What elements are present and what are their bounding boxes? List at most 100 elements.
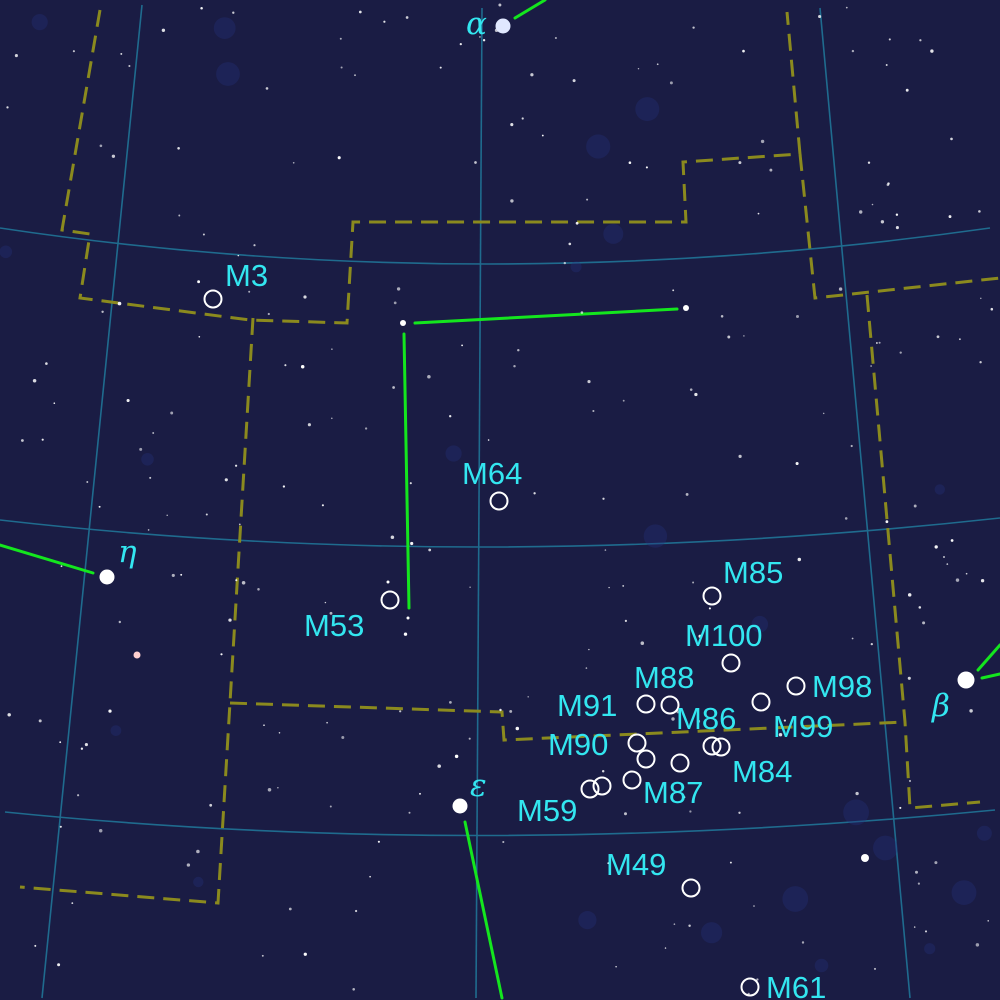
faint-star [202, 233, 205, 236]
m88-label: M88 [634, 660, 694, 695]
faint-star [685, 492, 689, 496]
faint-star [521, 117, 524, 120]
faint-star [607, 862, 610, 865]
faint-star [261, 954, 264, 957]
faint-star [575, 221, 579, 225]
m85-marker [702, 586, 722, 606]
star-alpha [495, 18, 511, 34]
faint-star [197, 280, 201, 284]
faint-star [946, 563, 949, 565]
faint-star [111, 154, 116, 158]
faint-star [86, 481, 89, 483]
faint-star [965, 572, 968, 575]
faint-star [795, 461, 799, 466]
faint-star [915, 870, 918, 874]
faint-star [354, 909, 358, 913]
star [683, 305, 689, 311]
faint-star [930, 49, 934, 53]
faint-star [895, 213, 899, 216]
faint-star [688, 924, 691, 928]
faint-star [7, 713, 11, 717]
faint-galaxy-glow [782, 886, 809, 912]
faint-star [509, 709, 513, 713]
faint-star [396, 287, 401, 291]
faint-star [554, 36, 557, 40]
faint-star [108, 709, 112, 713]
faint-star [405, 16, 409, 19]
faint-star [171, 573, 175, 577]
faint-star [888, 38, 891, 41]
faint-star [871, 203, 874, 206]
faint-galaxy-glow [213, 17, 236, 39]
faint-star [369, 875, 371, 878]
m90-marker [627, 733, 647, 753]
faint-star [147, 529, 150, 531]
asterism-line [980, 672, 1000, 680]
star-epsilon [452, 798, 468, 814]
background-stars [0, 3, 994, 996]
faint-star [980, 297, 982, 300]
faint-star [586, 198, 589, 201]
faint-star [45, 362, 48, 365]
faint-star [265, 87, 269, 90]
faint-star [98, 828, 103, 833]
faint-star [778, 732, 783, 737]
faint-star [383, 20, 386, 23]
faint-star [533, 492, 536, 495]
faint-galaxy-glow [976, 825, 992, 841]
faint-star [588, 648, 590, 651]
faint-star [152, 432, 155, 434]
boundary-line [865, 294, 981, 810]
faint-star [329, 611, 333, 615]
faint-star [166, 514, 168, 517]
faint-star [461, 344, 464, 347]
m99-label: M99 [773, 709, 833, 744]
m49-marker [681, 878, 701, 898]
faint-star [671, 717, 675, 721]
faint-star [673, 923, 676, 925]
m99-marker [751, 692, 771, 712]
m87-companion-marker [636, 749, 656, 769]
faint-star [209, 803, 213, 807]
faint-star [101, 310, 104, 313]
faint-star [905, 88, 909, 92]
faint-star [474, 161, 477, 164]
faint-star [392, 386, 395, 389]
faint-star [498, 3, 502, 7]
faint-star [615, 965, 617, 968]
faint-star [177, 147, 180, 150]
faint-star [694, 392, 698, 397]
faint-star [408, 811, 411, 814]
asterism-line [976, 643, 1000, 672]
faint-galaxy-glow [924, 943, 936, 955]
m84-marker [670, 753, 690, 773]
faint-star [98, 505, 101, 508]
faint-star [358, 10, 362, 14]
faint-star [170, 411, 174, 415]
faint-star [34, 944, 37, 947]
faint-star [409, 482, 412, 485]
faint-star [870, 642, 873, 646]
star-epsilon-label: ε [470, 768, 487, 804]
faint-star [922, 621, 926, 625]
faint-galaxy-glow [570, 261, 582, 273]
faint-star [326, 721, 328, 724]
faint-star [850, 444, 853, 448]
faint-star [32, 378, 37, 383]
faint-star [975, 943, 980, 947]
faint-star [604, 549, 607, 551]
faint-star [913, 926, 916, 928]
faint-star [449, 415, 452, 418]
faint-star [541, 134, 544, 137]
faint-star [948, 215, 952, 219]
faint-star [21, 439, 24, 442]
faint-star [664, 947, 667, 949]
faint-galaxy-glow [873, 835, 898, 861]
faint-star [196, 849, 200, 854]
faint-star [913, 504, 917, 508]
faint-star [419, 792, 421, 795]
faint-star [742, 49, 745, 53]
